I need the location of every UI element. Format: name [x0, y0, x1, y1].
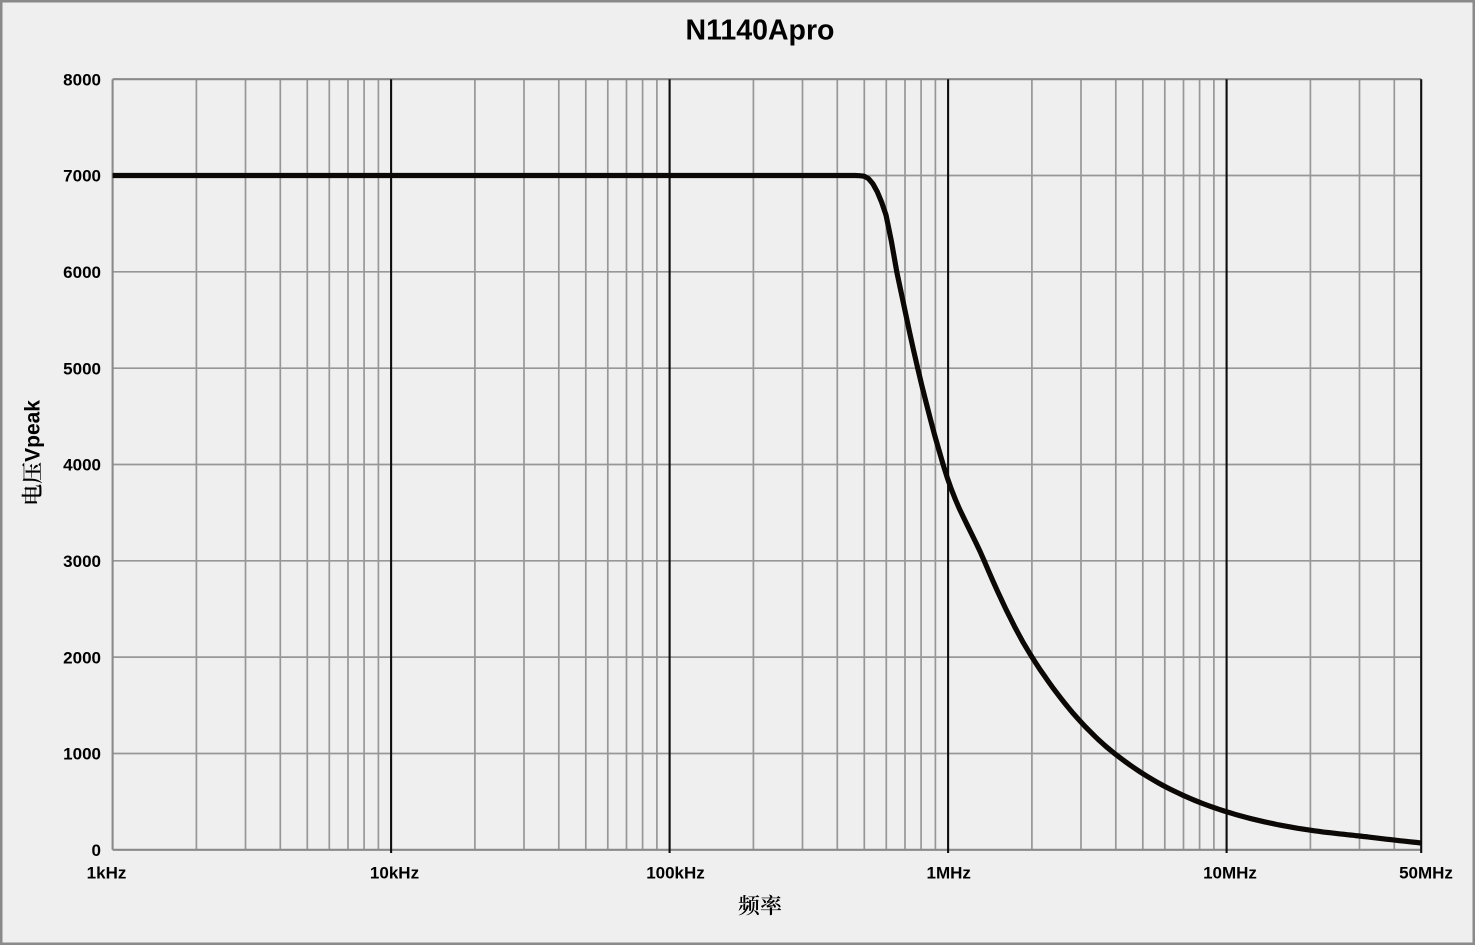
svg-text:50MHz: 50MHz — [1399, 864, 1453, 883]
svg-text:8000: 8000 — [63, 70, 101, 89]
svg-text:2000: 2000 — [63, 648, 101, 667]
svg-text:Vpeak: Vpeak — [22, 400, 45, 462]
svg-text:3000: 3000 — [63, 552, 101, 571]
svg-text:10MHz: 10MHz — [1203, 864, 1257, 883]
svg-text:1000: 1000 — [63, 745, 101, 764]
svg-text:N1140Apro: N1140Apro — [686, 14, 835, 46]
svg-text:1MHz: 1MHz — [926, 864, 970, 883]
svg-text:4000: 4000 — [63, 456, 101, 475]
svg-text:6000: 6000 — [63, 263, 101, 282]
svg-text:1kHz: 1kHz — [87, 864, 127, 883]
svg-text:0: 0 — [92, 841, 101, 860]
svg-text:7000: 7000 — [63, 167, 101, 186]
svg-text:10kHz: 10kHz — [370, 864, 419, 883]
svg-text:100kHz: 100kHz — [646, 864, 705, 883]
svg-text:5000: 5000 — [63, 359, 101, 378]
